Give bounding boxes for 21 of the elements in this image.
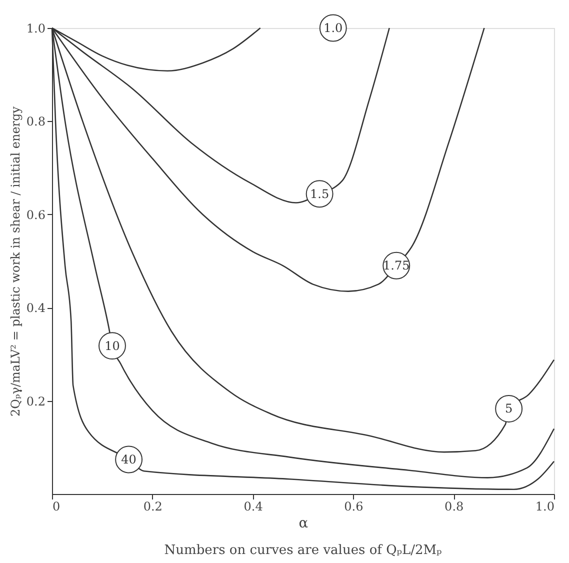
y-tick-label: 0.2 [26, 394, 46, 408]
x-tick-label: 0.6 [344, 500, 364, 514]
annotation: 1.0 [324, 21, 343, 35]
annotation: 40 [121, 452, 136, 467]
x-tick-label: 0.8 [444, 500, 464, 514]
annotation: 1.5 [310, 186, 330, 201]
y-tick-label: 1.0 [26, 22, 46, 36]
annotation: 10 [104, 338, 120, 353]
annotation: 5 [505, 402, 513, 416]
x-tick-label: 0 [52, 500, 60, 514]
y-tick-label: 0.8 [26, 114, 46, 129]
y-tick-label: 0.6 [26, 208, 46, 222]
x-axis-title: α [298, 516, 309, 532]
y-tick-label: 0.4 [26, 301, 46, 316]
annotation: 1.75 [383, 258, 410, 273]
point [495, 395, 523, 422]
x-tick-label: 1.0 [535, 500, 554, 514]
x-tick-label: 0.4 [244, 500, 264, 514]
y-axis-title: 2Qₚγ/maLV² = plastic work in shear / initial energy [8, 106, 22, 417]
text: Numbers on curves are values of QₚL/2Mₚ [164, 543, 442, 558]
x-tick-label: 0.2 [143, 500, 162, 514]
